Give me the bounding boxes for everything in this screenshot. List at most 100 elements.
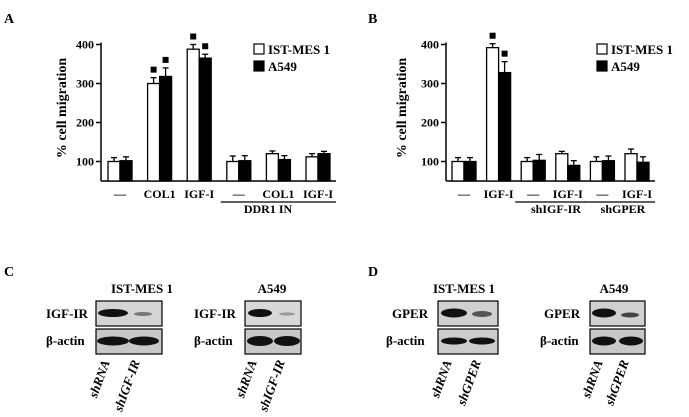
chart-a-group-label: DDR1 IN [244,202,293,216]
blot-d1-band-1a [441,308,467,318]
blot-c1-band-1a [98,309,128,317]
blot-c2-band-2b [274,336,300,346]
chart-b-marks: 100 200 300 400 — IGF-I — IGF-I — IGF-I [421,32,655,203]
blot-c1-band-2b [129,336,159,346]
chart-b-y-tick-label-2: 300 [421,77,439,91]
chart-b-significance-marker-s1-1 [489,32,496,39]
chart-b-bar-s1-3 [555,153,569,182]
chart-a-legend: IST-MES 1 A549 [253,42,330,74]
chart-b-bar-s1-4 [589,160,604,182]
chart-a-bar-s1-1 [146,82,161,182]
blot-d2-lane-2: shGPER [601,358,632,409]
chart-a-bar-s1-0 [107,160,121,182]
blot-d1-lane-2: shGPER [453,358,484,409]
chart-a-ylabel: % cell migration [55,58,70,159]
blot-d1-title: IST-MES 1 [433,281,495,296]
blot-c2-lane-1: shRNA [232,358,260,401]
chart-a-y-tick-label-1: 200 [76,116,94,130]
blot-c2-band-1a [248,309,272,317]
chart-a-category-label-1: COL1 [144,187,176,201]
blot-d1-band-1b [472,311,492,317]
chart-b-y-tick-label-0: 100 [421,155,439,169]
blot-d2-band-1a [592,308,616,318]
chart-a-legend-label-1: IST-MES 1 [268,42,330,57]
chart-b-bar-s1-2 [520,160,534,182]
chart-a-bar-s2-0 [119,160,133,182]
chart-b-significance-marker-s2-1 [501,50,508,57]
blot-c1-row-2-label: β-actin [46,333,85,348]
blot-d1-row-1-label: GPER [392,306,429,321]
chart-b-y-tick-label-3: 400 [421,38,439,52]
chart-b-group-label-1: shIGF-IR [531,202,581,216]
chart-b-bar-s2-3 [567,164,581,182]
chart-a-bar-s1-4 [265,153,280,182]
chart-b-category-label-3: IGF-I [553,187,583,201]
blot-c2-band-2a [247,336,273,346]
blot-panel-d: IST-MES 1 GPER β-actin shRNA shGPER A549… [386,281,646,409]
panel-label-c: C [4,265,14,280]
chart-a-bar-s1-5 [305,156,319,182]
blot-d2-lane-1: shRNA [578,358,606,401]
blot-c2-lane-2: shIGF-IR [255,358,288,415]
chart-b-bar-s1-1 [485,46,500,182]
chart-b-legend-label-1: IST-MES 1 [611,42,673,57]
chart-b-category-label-5: IGF-I [622,187,652,201]
chart-a-significance-marker-s2-2 [202,43,209,50]
chart-b-bar-s2-4 [601,160,616,182]
chart-b-bar-s1-0 [451,160,465,182]
chart-a-marks: 100 200 300 400 — COL1 IGF-I — COL1 IGF-I [76,33,336,203]
chart-a-significance-marker-s2-1 [162,56,169,63]
blot-c1-lane-1: shRNA [85,358,113,401]
chart-a-category-label-3: — [232,187,246,201]
chart-b-bar-s2-2 [532,159,546,182]
blot-c1-lane-2: shIGF-IR [110,358,143,415]
chart-b-y-tick-label-1: 200 [421,116,439,130]
chart-b-legend-swatch-2 [596,60,608,72]
chart-b-ylabel: % cell migration [395,58,410,159]
chart-a-category-label-5: IGF-I [303,187,333,201]
chart-b-category-label-0: — [457,187,471,201]
chart-b-legend-label-2: A549 [611,59,640,74]
blot-d2-row-1-label: GPER [544,306,581,321]
blot-d1-band-2b [469,337,495,345]
chart-b-category-label-1: IGF-I [484,187,514,201]
chart-b-bar-s2-0 [463,160,477,182]
blot-d2-band-2b [619,336,643,346]
chart-a-bar-s2-5 [317,153,331,182]
chart-a-legend-label-2: A549 [268,59,297,74]
blot-d2-row-2-label: β-actin [540,333,579,348]
chart-a-y-tick-label-0: 100 [76,155,94,169]
panel-label-b: B [368,12,377,27]
chart-b: % cell migration 100 200 300 400 — IGF-I — IGF-… [395,32,673,216]
chart-a-bar-s1-2 [186,48,200,182]
chart-b-group-label-2: shGPER [601,202,646,216]
chart-a-bar-s1-3 [226,160,240,182]
blot-d1-band-2a [441,337,467,345]
chart-a-category-label-0: — [113,187,127,201]
chart-a: % cell migration 100 200 300 400 — COL1 IGF-I —… [55,33,336,216]
chart-a-significance-marker-s1-1 [150,66,157,73]
chart-a-bar-s2-4 [277,158,292,182]
chart-a-bar-s2-2 [198,57,212,182]
chart-a-category-label-2: IGF-I [184,187,214,201]
chart-b-legend-swatch-1 [596,43,608,55]
blot-c1-row-1-label: IGF-IR [46,306,89,321]
chart-a-legend-swatch-1 [253,43,265,55]
blot-d1-lane-1: shRNA [427,358,455,401]
blot-c1-title: IST-MES 1 [111,281,173,296]
blot-d2-title: A549 [600,281,629,296]
blot-panel-c: IST-MES 1 IGF-IR β-actin shRNA shIGF-IR … [46,281,302,415]
chart-a-legend-swatch-2 [253,60,265,72]
panel-label-d: D [368,265,378,280]
blot-c2-title: A549 [258,281,287,296]
blot-c1-band-2a [97,336,129,346]
blot-c2-row-2-label: β-actin [194,333,233,348]
chart-b-category-label-4: — [595,187,609,201]
chart-a-significance-marker-s1-2 [190,33,197,40]
panel-label-a: A [4,12,15,27]
chart-b-bar-s2-1 [497,71,512,182]
chart-b-legend: IST-MES 1 A549 [596,42,673,74]
chart-a-y-tick-label-2: 300 [76,77,94,91]
blot-c2-row-1-label: IGF-IR [194,306,237,321]
